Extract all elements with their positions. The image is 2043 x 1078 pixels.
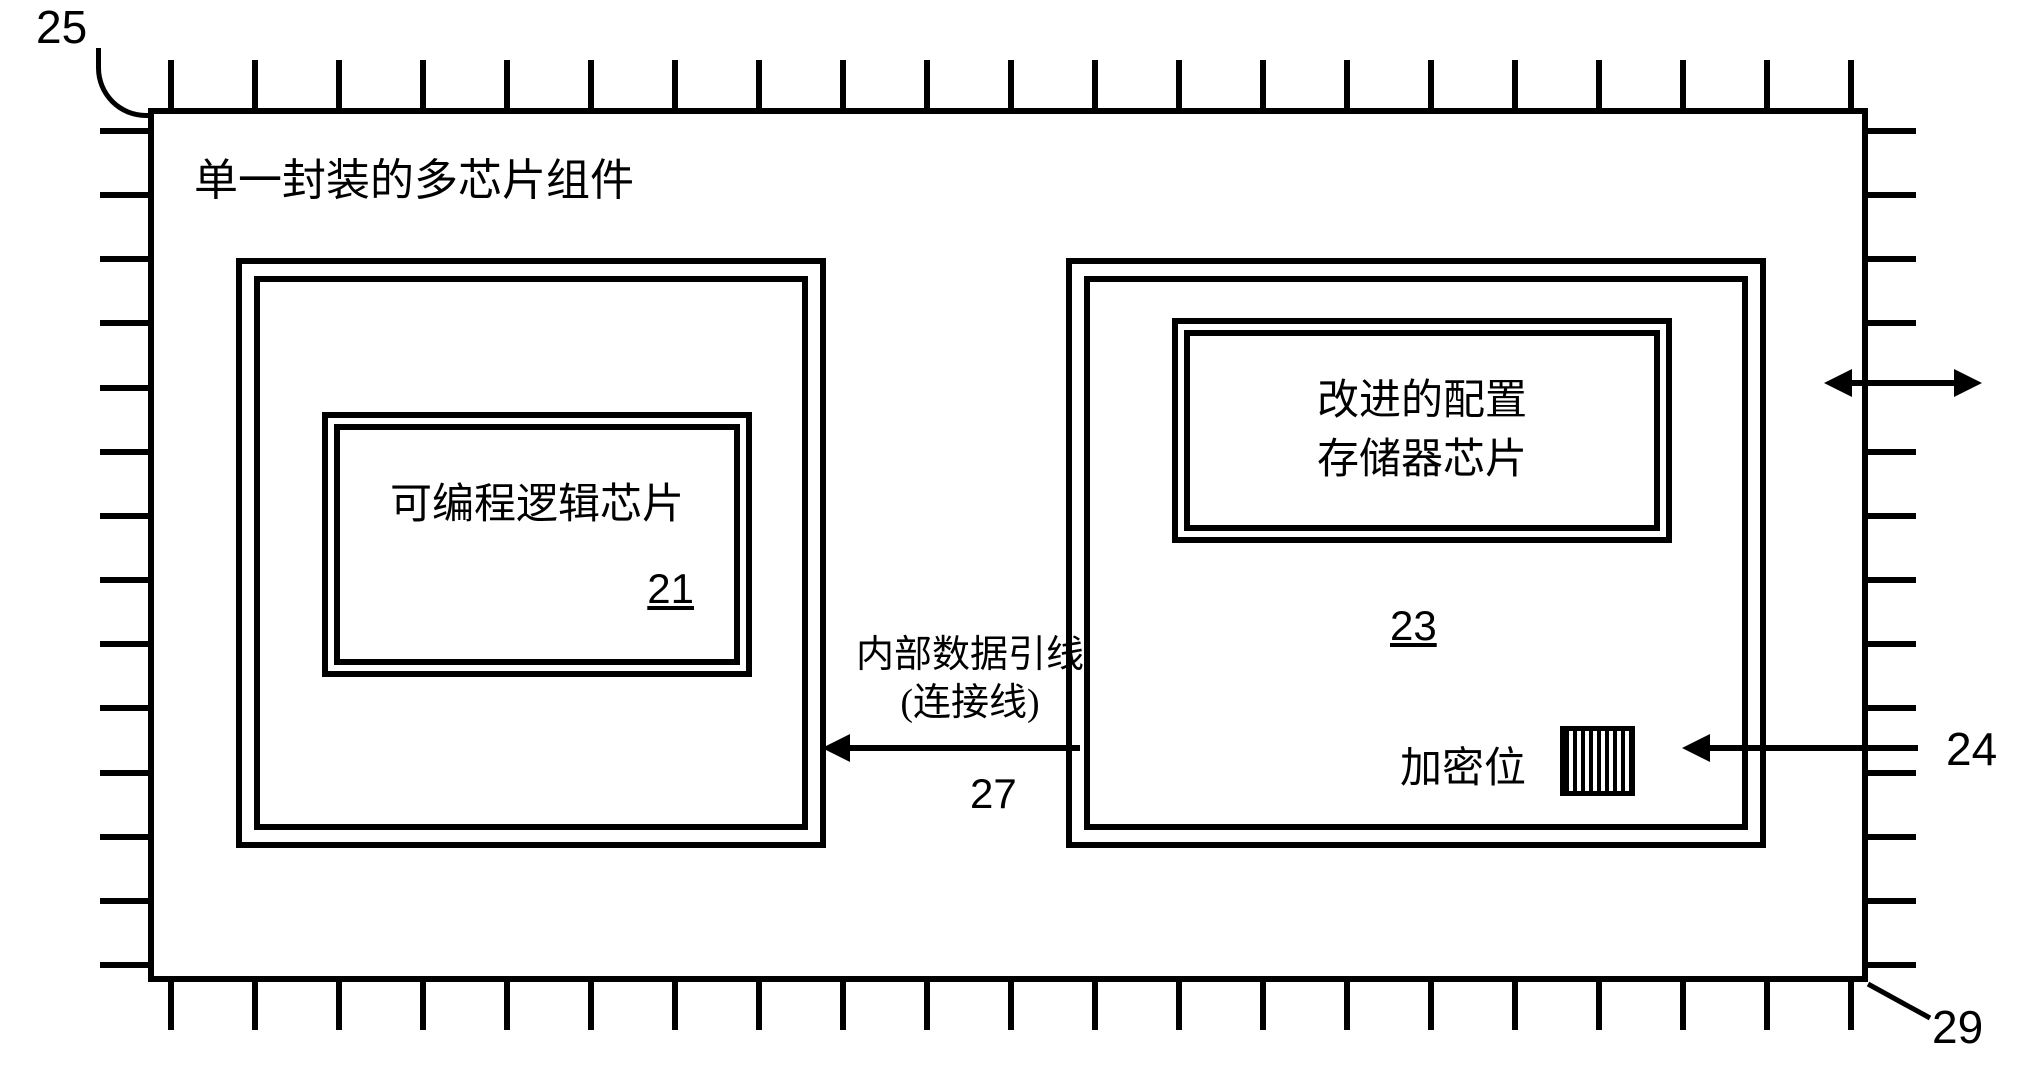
diagram-root: 25 单一封装的多芯片组件 可编程逻辑芯片 21 改进的配置 存储器芯片 23 …: [0, 0, 2043, 1078]
conn-label-line2: (连接线): [840, 680, 1100, 728]
package-title: 单一封装的多芯片组件: [194, 144, 634, 208]
ref-27: 27: [970, 770, 1017, 818]
io-arrow-head-l: [1824, 369, 1852, 397]
pin: [1868, 641, 1916, 647]
pin: [588, 60, 594, 108]
ref-25: 25: [36, 0, 87, 54]
pin: [1344, 60, 1350, 108]
conn-arrow-head: [822, 734, 850, 762]
pin: [924, 60, 930, 108]
pin: [1868, 513, 1916, 519]
pin: [1260, 60, 1266, 108]
pin: [756, 60, 762, 108]
pin: [1868, 705, 1916, 711]
pin: [420, 60, 426, 108]
encrypt-bit-icon: [1560, 726, 1635, 796]
pin: [100, 449, 148, 455]
pin: [1344, 982, 1350, 1030]
lead-29: [1860, 976, 1940, 1026]
pin: [1868, 962, 1916, 968]
conn-arrow-line: [848, 745, 1080, 751]
pin: [1428, 60, 1434, 108]
arrow-24-head: [1682, 734, 1710, 762]
encrypt-label: 加密位: [1400, 734, 1526, 795]
left-chip-inner: 可编程逻辑芯片 21: [334, 424, 740, 665]
pin: [1868, 834, 1916, 840]
pin: [252, 982, 258, 1030]
pin: [1176, 982, 1182, 1030]
pin: [420, 982, 426, 1030]
pin: [1868, 449, 1916, 455]
pin: [100, 770, 148, 776]
pin: [100, 834, 148, 840]
pin: [1868, 577, 1916, 583]
pin: [1176, 60, 1182, 108]
pin: [1868, 320, 1916, 326]
pin: [100, 577, 148, 583]
pin: [672, 60, 678, 108]
pin: [840, 60, 846, 108]
pin: [840, 982, 846, 1030]
pin: [1512, 982, 1518, 1030]
pin: [100, 513, 148, 519]
pin: [1868, 256, 1916, 262]
pin: [100, 962, 148, 968]
left-chip-outer: 可编程逻辑芯片 21: [254, 276, 808, 830]
pin: [504, 60, 510, 108]
pin: [1596, 982, 1602, 1030]
pin: [252, 60, 258, 108]
pin: [100, 256, 148, 262]
pin: [1008, 60, 1014, 108]
pin: [1680, 982, 1686, 1030]
pin: [168, 60, 174, 108]
right-chip-label2: 存储器芯片: [1190, 431, 1654, 490]
right-chip-label1: 改进的配置: [1190, 372, 1654, 431]
pin: [672, 982, 678, 1030]
pin: [1868, 770, 1916, 776]
io-arrow-head-r: [1954, 369, 1982, 397]
pin: [1512, 60, 1518, 108]
pin: [924, 982, 930, 1030]
ref-24: 24: [1946, 722, 1997, 776]
pin: [336, 60, 342, 108]
pin: [1008, 982, 1014, 1030]
pin: [100, 192, 148, 198]
left-chip-label: 可编程逻辑芯片: [340, 476, 734, 535]
pin: [1680, 60, 1686, 108]
pin: [336, 982, 342, 1030]
conn-label-line1: 内部数据引线: [840, 632, 1100, 680]
arrow-24-line: [1708, 745, 1918, 751]
right-chip-inner: 改进的配置 存储器芯片: [1184, 330, 1660, 531]
pin: [168, 982, 174, 1030]
pin: [1596, 60, 1602, 108]
pin: [1428, 982, 1434, 1030]
io-arrow-line: [1848, 380, 1958, 386]
pin: [1764, 982, 1770, 1030]
pin: [100, 898, 148, 904]
pin: [756, 982, 762, 1030]
pin: [1868, 898, 1916, 904]
pin: [100, 705, 148, 711]
right-chip-ref: 23: [1390, 602, 1437, 650]
package-outline: 单一封装的多芯片组件 可编程逻辑芯片 21 改进的配置 存储器芯片 23 加密位: [148, 108, 1868, 982]
pin: [1092, 60, 1098, 108]
pin: [1092, 982, 1098, 1030]
pin: [1868, 192, 1916, 198]
left-chip-ref: 21: [647, 565, 694, 613]
pin: [1260, 982, 1266, 1030]
pin: [1848, 982, 1854, 1030]
pin: [100, 320, 148, 326]
conn-label: 内部数据引线 (连接线): [840, 632, 1100, 727]
right-chip-outer: 改进的配置 存储器芯片 23 加密位: [1084, 276, 1748, 830]
pin: [100, 128, 148, 134]
pin: [1848, 60, 1854, 108]
pin: [100, 385, 148, 391]
pin: [1868, 128, 1916, 134]
pin: [504, 982, 510, 1030]
pin: [588, 982, 594, 1030]
pin: [100, 641, 148, 647]
pin: [1764, 60, 1770, 108]
